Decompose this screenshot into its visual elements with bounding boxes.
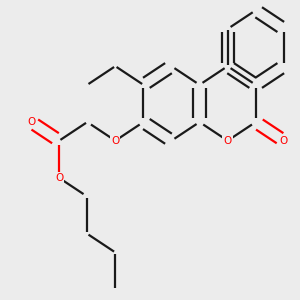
Text: O: O bbox=[280, 136, 288, 146]
Text: O: O bbox=[27, 117, 35, 127]
Text: O: O bbox=[111, 136, 119, 146]
Text: O: O bbox=[55, 173, 63, 183]
Text: O: O bbox=[224, 136, 232, 146]
